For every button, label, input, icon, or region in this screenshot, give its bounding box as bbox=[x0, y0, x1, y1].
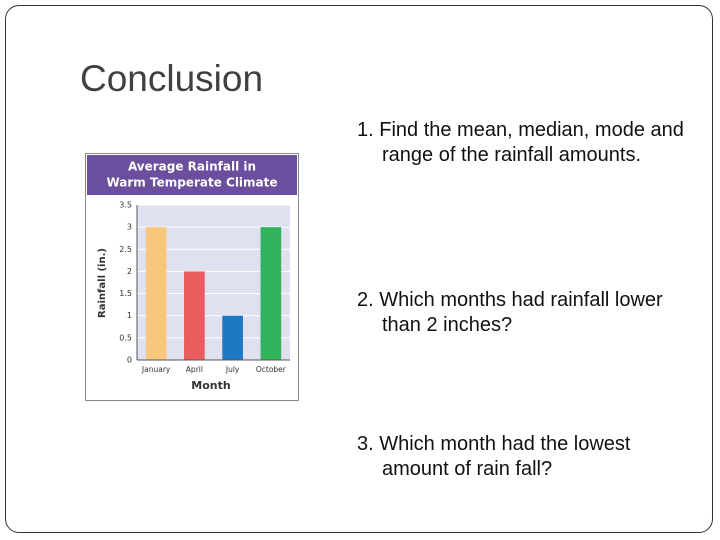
y-tick-label: 3 bbox=[127, 223, 132, 232]
y-tick-label: 2 bbox=[127, 267, 132, 276]
question: 3. Which month had the lowest amount of … bbox=[357, 433, 631, 480]
chart-title-bar bbox=[87, 155, 297, 195]
y-axis-label: Rainfall (in.) bbox=[97, 248, 108, 318]
chart-title: Warm Temperate Climate bbox=[106, 176, 277, 190]
x-tick-label: April bbox=[186, 365, 203, 374]
chart: Average Rainfall in Warm Temperate Clima… bbox=[85, 153, 299, 401]
x-axis-label: Month bbox=[191, 379, 230, 392]
y-tick-label: 1 bbox=[127, 311, 132, 320]
bar bbox=[260, 227, 282, 360]
y-tick-label: 0.5 bbox=[119, 333, 132, 342]
slide-title: Conclusion bbox=[80, 58, 264, 99]
chart-title: Average Rainfall in bbox=[128, 160, 256, 174]
y-tick-label: 2.5 bbox=[119, 245, 132, 254]
x-tick-label: July bbox=[225, 365, 240, 374]
question: 2. Which months had rainfall lower than … bbox=[357, 289, 663, 336]
x-tick-label: January bbox=[141, 365, 171, 374]
bar bbox=[222, 315, 243, 360]
y-tick-label: 3.5 bbox=[119, 201, 132, 210]
x-tick-label: October bbox=[256, 365, 287, 374]
bar bbox=[184, 271, 205, 360]
y-tick-label: 0 bbox=[127, 356, 132, 365]
y-tick-label: 1.5 bbox=[119, 289, 132, 298]
question: 1. Find the mean, median, mode and range… bbox=[357, 119, 684, 166]
bar bbox=[145, 227, 167, 360]
slide-frame bbox=[5, 5, 713, 533]
